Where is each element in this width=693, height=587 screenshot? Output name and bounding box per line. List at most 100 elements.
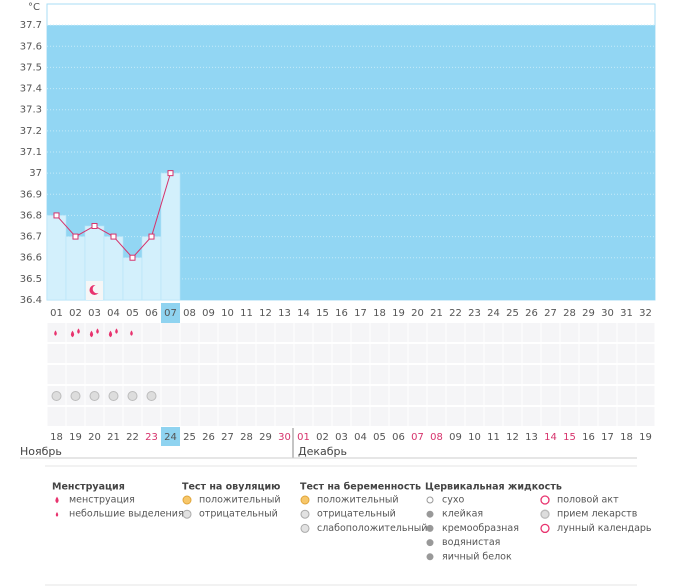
cell <box>313 386 332 405</box>
month-label: Декабрь <box>298 445 347 458</box>
y-tick-label: 36.9 <box>20 189 42 200</box>
date-label: 07 <box>411 432 424 443</box>
cell <box>503 344 522 363</box>
cell <box>598 386 617 405</box>
cell <box>598 407 617 426</box>
date-label: 12 <box>506 432 519 443</box>
y-tick-label: 37 <box>29 168 42 179</box>
cell <box>85 365 104 384</box>
cell <box>66 407 85 426</box>
cell <box>85 407 104 426</box>
month-label: Ноябрь <box>20 445 62 458</box>
date-label: 10 <box>468 432 481 443</box>
cell <box>427 344 446 363</box>
date-label: 19 <box>639 432 652 443</box>
cell <box>389 386 408 405</box>
x-tick-label: 01 <box>50 308 63 319</box>
cell <box>598 323 617 342</box>
cell <box>408 344 427 363</box>
cell <box>47 344 66 363</box>
x-tick-label: 05 <box>126 308 139 319</box>
date-label: 09 <box>449 432 462 443</box>
legend-item: лунный календарь <box>557 523 652 534</box>
cell <box>446 323 465 342</box>
cell <box>503 365 522 384</box>
cell <box>351 386 370 405</box>
cell <box>427 407 446 426</box>
cell <box>123 344 142 363</box>
cell <box>465 344 484 363</box>
cell <box>541 323 560 342</box>
cell <box>427 386 446 405</box>
date-highlight <box>161 427 180 446</box>
cell <box>218 344 237 363</box>
legend-item: кремообразная <box>442 523 519 534</box>
cell <box>218 365 237 384</box>
cell <box>47 365 66 384</box>
cell <box>237 323 256 342</box>
cell <box>123 407 142 426</box>
date-label: 06 <box>392 432 405 443</box>
cell <box>579 365 598 384</box>
cell <box>142 344 161 363</box>
date-label: 05 <box>373 432 386 443</box>
cell <box>579 407 598 426</box>
date-label: 21 <box>107 432 120 443</box>
cell <box>541 365 560 384</box>
legend-icon <box>540 495 550 505</box>
cell <box>180 323 199 342</box>
cell <box>180 365 199 384</box>
y-tick-label: 36.7 <box>20 232 42 243</box>
pill-icon <box>89 391 100 401</box>
cell <box>66 344 85 363</box>
drop-icon <box>55 496 59 504</box>
legend-item: положительный <box>317 495 399 506</box>
cell <box>351 365 370 384</box>
x-tick-label: 21 <box>430 308 443 319</box>
x-tick-label: 24 <box>487 308 500 319</box>
x-tick-label: 11 <box>240 308 253 319</box>
cell <box>275 365 294 384</box>
cell <box>180 344 199 363</box>
cell <box>104 365 123 384</box>
date-label: 04 <box>354 432 367 443</box>
cell <box>294 407 313 426</box>
cell <box>142 365 161 384</box>
cell <box>389 323 408 342</box>
cell <box>275 407 294 426</box>
legend-item: отрицательный <box>317 509 396 520</box>
drop-icon <box>55 512 59 517</box>
legend-item: менструация <box>69 495 135 506</box>
cell <box>389 344 408 363</box>
x-tick-label: 08 <box>183 308 196 319</box>
cell <box>560 344 579 363</box>
legend: Менструация менструация небольшие выделени… <box>52 482 652 563</box>
cell <box>427 365 446 384</box>
date-label: 08 <box>430 432 443 443</box>
cell <box>123 365 142 384</box>
x-tick-label: 07 <box>164 308 177 319</box>
cell <box>218 386 237 405</box>
x-tick-label: 04 <box>107 308 120 319</box>
point-marker <box>91 223 98 229</box>
x-tick-label: 15 <box>316 308 329 319</box>
y-tick-label: 37.7 <box>20 20 42 31</box>
cell <box>332 344 351 363</box>
cell <box>294 344 313 363</box>
date-label: 28 <box>240 432 253 443</box>
cell <box>522 323 541 342</box>
drop-icon <box>108 330 113 338</box>
drop-icon <box>70 330 75 338</box>
cell <box>332 365 351 384</box>
legend-icon <box>426 524 434 532</box>
cell <box>636 344 655 363</box>
date-label: 30 <box>278 432 291 443</box>
x-tick-label: 22 <box>449 308 462 319</box>
legend-icon <box>426 496 434 504</box>
cell <box>85 323 104 342</box>
cell <box>617 365 636 384</box>
drop-icon <box>130 330 133 336</box>
cell <box>370 323 389 342</box>
legend-item: небольшие выделения <box>69 509 184 520</box>
